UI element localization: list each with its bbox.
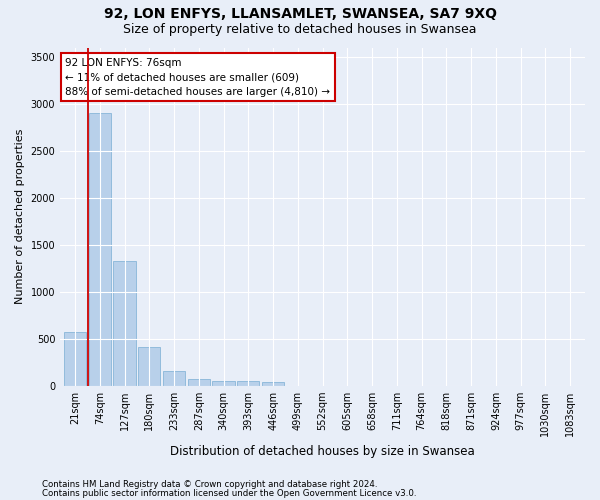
Y-axis label: Number of detached properties: Number of detached properties	[15, 129, 25, 304]
Bar	[212, 381, 235, 386]
Bar	[89, 114, 111, 386]
Text: 92, LON ENFYS, LLANSAMLET, SWANSEA, SA7 9XQ: 92, LON ENFYS, LLANSAMLET, SWANSEA, SA7 …	[104, 8, 497, 22]
Text: 92 LON ENFYS: 76sqm
← 11% of detached houses are smaller (609)
88% of semi-detac: 92 LON ENFYS: 76sqm ← 11% of detached ho…	[65, 58, 331, 98]
Bar	[113, 261, 136, 386]
Bar	[64, 332, 86, 386]
Bar	[163, 372, 185, 386]
Bar	[188, 378, 210, 386]
Text: Contains HM Land Registry data © Crown copyright and database right 2024.: Contains HM Land Registry data © Crown c…	[42, 480, 377, 489]
Bar	[262, 382, 284, 386]
Bar	[138, 348, 160, 386]
X-axis label: Distribution of detached houses by size in Swansea: Distribution of detached houses by size …	[170, 444, 475, 458]
Bar	[237, 382, 259, 386]
Text: Size of property relative to detached houses in Swansea: Size of property relative to detached ho…	[123, 22, 477, 36]
Text: Contains public sector information licensed under the Open Government Licence v3: Contains public sector information licen…	[42, 488, 416, 498]
